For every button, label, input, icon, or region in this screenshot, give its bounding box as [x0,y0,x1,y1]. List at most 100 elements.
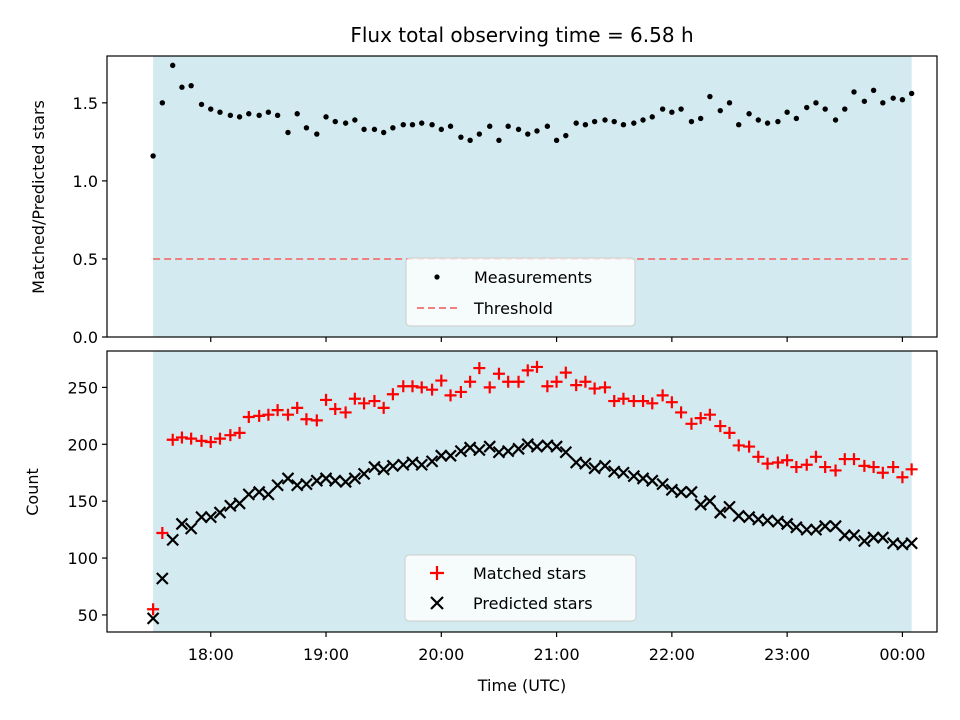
matched-star-point [444,389,457,402]
matched-star-point [761,457,774,470]
matched-star-point [426,383,439,396]
predicted-star-point [838,529,852,542]
predicted-star-point [300,477,313,491]
matched-star-point [829,464,842,477]
count-legend: Matched stars Predicted stars [404,554,637,622]
predicted-star-point [368,460,381,474]
measurement-point [390,125,396,131]
matched-star-point [435,374,448,387]
predicted-star-point [530,440,544,453]
predicted-star-point [339,475,352,489]
y-tick-label: 100 [67,549,98,568]
measurement-point [573,120,579,126]
measurement-point [476,131,483,137]
matched-star-point [608,395,621,408]
matched-star-point [579,375,592,388]
matched-star-point [204,436,217,449]
predicted-star-point [636,472,650,485]
predicted-star-point [809,523,823,536]
matched-star-point [473,362,486,375]
measurement-point [784,109,790,115]
predicted-star-point [444,449,457,462]
predicted-star-point [146,612,160,625]
matched-star-point [175,431,188,444]
measurement-point [505,123,511,129]
measurements-series [150,62,915,159]
predicted-star-point [847,529,861,542]
matched-star-point [896,471,909,484]
matched-star-point [675,406,688,419]
measurement-point [899,97,906,103]
measurement-point [314,131,320,137]
predicted-star-point [627,469,641,483]
predicted-star-point [780,517,794,531]
measurement-point [582,121,589,128]
y-tick-label: 0.0 [73,328,98,347]
predicted-star-point [473,443,486,457]
count-plot-frame [106,350,938,633]
predicted-star-point [319,472,333,485]
threshold-legend-label: Threshold [473,299,553,318]
matched-star-point [339,406,352,419]
ratio-panel: 0.0 0.5 1.0 1.5 Matched/Predicted stars Mea… [29,55,938,347]
predicted-star-point [674,485,688,499]
matched-star-point [694,412,707,425]
matched-star-point [588,382,601,395]
matched-star-point [858,459,871,472]
y-tick-label: 0.5 [73,250,98,269]
matched-star-point [464,375,477,388]
matched-star-point [185,432,198,445]
predicted-star-point [665,483,679,497]
matched-star-point [224,429,237,442]
predicted-star-point [175,517,189,531]
ratio-y-axis: 0.0 0.5 1.0 1.5 [73,94,107,347]
predicted-star-point [521,438,535,451]
matched-star-point [195,434,208,447]
measurement-point [631,120,637,126]
matched-star-point [300,413,313,426]
matched-star-point [819,461,832,474]
matched-star-point [867,461,880,474]
measurement-point [851,89,857,95]
predicted-stars-legend-label: Predicted stars [473,594,593,613]
matched-star-point [281,408,294,421]
measurement-point [775,118,781,125]
matched-star-point [512,375,525,388]
predicted-star-point [357,467,371,481]
measurement-point [620,121,627,128]
matched-star-point [348,392,361,405]
measurement-point [746,111,752,117]
predicted-star-point [242,488,256,501]
predicted-star-point [588,461,601,475]
matched-star-point [905,463,918,476]
predicted-star-point [386,459,400,473]
count-legend-box [404,554,637,622]
x-tick-label: 23:00 [764,645,810,664]
matched-star-point [329,403,342,416]
predicted-star-point [559,445,573,459]
measurement-point [804,104,810,111]
matched-star-point [703,408,716,421]
matched-star-point [368,395,381,408]
matched-star-point [406,380,419,393]
count-y-axis-title: Count [23,468,42,516]
matched-star-point [454,385,467,398]
measurement-point [822,106,828,112]
measurement-point [678,106,684,112]
predicted-star-point [867,531,880,544]
predicted-star-point [204,510,218,524]
measurement-point [553,137,560,143]
ratio-x-axis-ticks [210,337,904,342]
predicted-star-point [224,499,237,512]
measurement-point [908,90,915,97]
matched-star-point [800,458,813,471]
measurement-point [285,129,291,136]
predicted-star-point [310,474,324,487]
predicted-star-point [790,521,803,534]
measurement-point [870,87,877,94]
predicted-star-point [213,506,227,519]
measurement-point [352,117,358,123]
measurement-point [496,137,502,143]
predicted-star-point [858,534,871,548]
